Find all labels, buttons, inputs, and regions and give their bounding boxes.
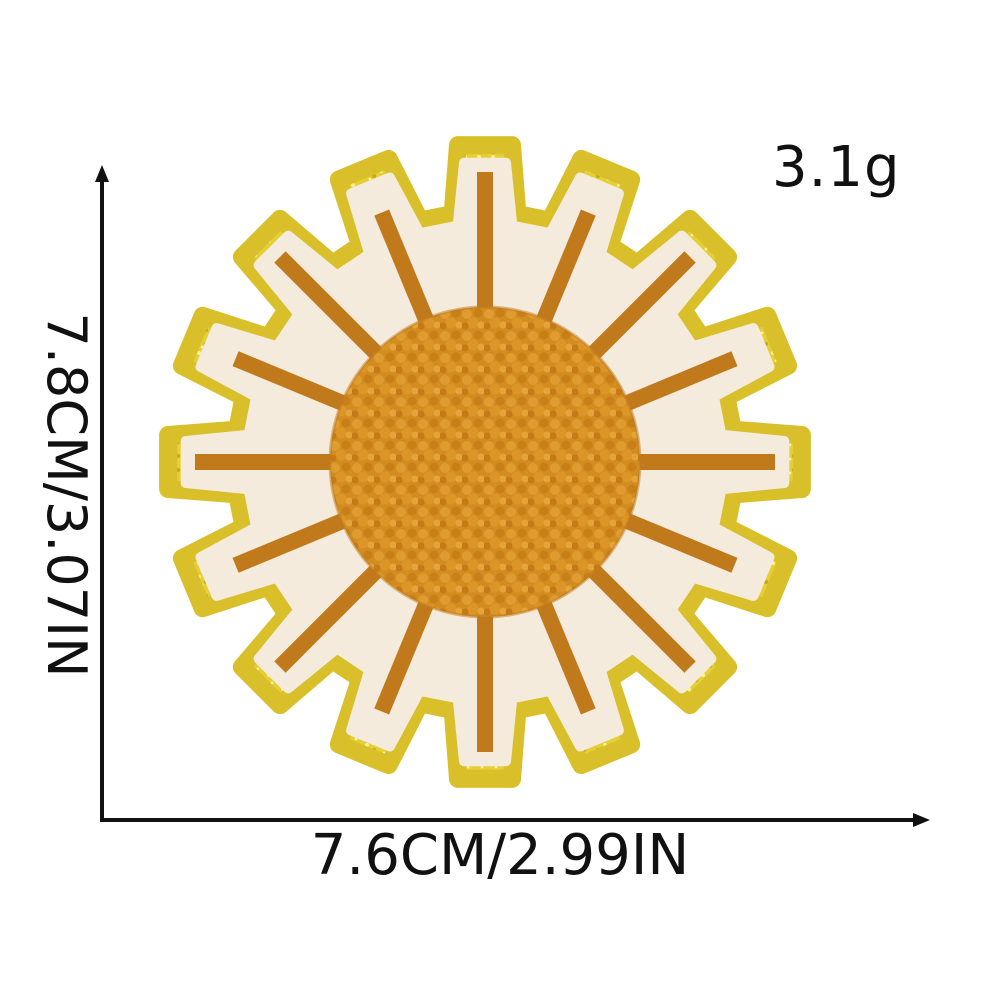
weight-label: 3.1g (772, 135, 901, 200)
ray-stitch (535, 209, 596, 327)
width-dimension-label: 7.6CM/2.99IN (310, 823, 690, 888)
ray-stitch (585, 562, 696, 673)
ray-stitch (585, 251, 696, 362)
chenille-edge (328, 305, 642, 619)
ray-stitch (274, 562, 385, 673)
ray-stitch (620, 351, 738, 412)
ray-stitch (232, 351, 350, 412)
ray-stitch (535, 597, 596, 715)
ray-stitch (232, 512, 350, 573)
dimension-axes (95, 165, 930, 827)
arrow-right-icon (913, 813, 930, 827)
ray-stitch (374, 597, 435, 715)
sun-patch-image (159, 136, 811, 788)
arrow-up-icon (95, 165, 109, 182)
chenille-center (330, 307, 640, 617)
ray-stitch (374, 209, 435, 327)
ray-stitch (274, 251, 385, 362)
height-dimension-label: 7.8CM/3.07IN (35, 312, 98, 678)
ray-stitch (620, 512, 738, 573)
